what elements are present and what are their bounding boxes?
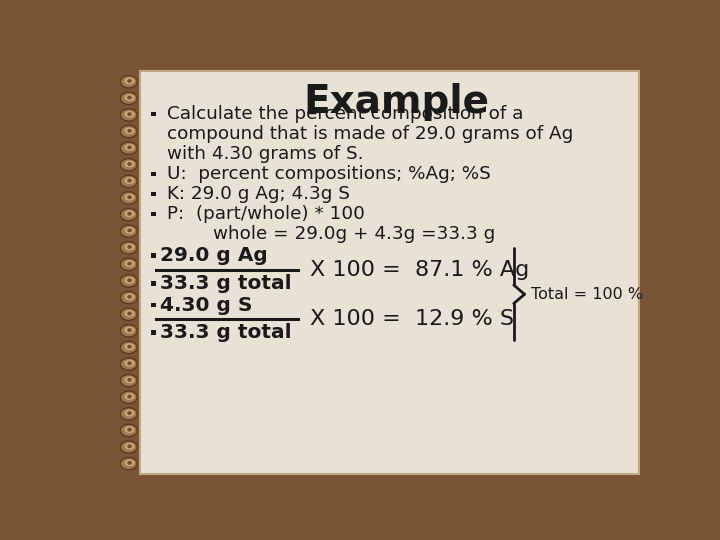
Ellipse shape [127,112,132,116]
Ellipse shape [127,195,132,199]
Ellipse shape [120,275,138,287]
Ellipse shape [125,293,135,300]
Ellipse shape [125,343,135,350]
Ellipse shape [127,361,132,365]
Ellipse shape [120,175,138,187]
Ellipse shape [125,376,135,383]
Ellipse shape [127,79,132,83]
Ellipse shape [127,428,132,431]
Ellipse shape [125,393,135,400]
Ellipse shape [120,225,138,238]
Ellipse shape [125,460,135,467]
Ellipse shape [127,461,132,465]
Ellipse shape [120,308,138,320]
Ellipse shape [127,278,132,282]
Ellipse shape [120,358,138,370]
Ellipse shape [120,109,138,121]
Ellipse shape [125,244,135,251]
Ellipse shape [125,426,135,433]
Text: Total = 100 %: Total = 100 % [531,287,643,302]
Ellipse shape [125,127,135,134]
Ellipse shape [127,295,132,299]
Ellipse shape [125,327,135,334]
Ellipse shape [120,441,138,453]
Ellipse shape [120,76,138,88]
Ellipse shape [120,92,138,105]
Bar [151,212,156,217]
Ellipse shape [120,391,138,403]
Ellipse shape [125,310,135,317]
Text: K: 29.0 g Ag; 4.3g S: K: 29.0 g Ag; 4.3g S [167,185,350,203]
Ellipse shape [125,144,135,151]
Ellipse shape [125,277,135,284]
FancyBboxPatch shape [140,71,639,475]
Ellipse shape [127,212,132,216]
Ellipse shape [120,258,138,271]
Ellipse shape [120,292,138,304]
Ellipse shape [127,262,132,266]
Ellipse shape [120,325,138,337]
Text: with 4.30 grams of S.: with 4.30 grams of S. [167,145,364,163]
Ellipse shape [127,179,132,183]
Ellipse shape [120,241,138,254]
Text: U:  percent compositions; %Ag; %S: U: percent compositions; %Ag; %S [167,165,491,183]
Ellipse shape [120,125,138,138]
Ellipse shape [127,444,132,448]
Ellipse shape [127,245,132,249]
Ellipse shape [125,227,135,234]
Ellipse shape [125,111,135,118]
Ellipse shape [120,424,138,437]
Text: 33.3 g total: 33.3 g total [160,323,291,342]
Text: 4.30 g S: 4.30 g S [160,295,252,314]
Ellipse shape [127,129,132,133]
Ellipse shape [125,260,135,267]
Ellipse shape [127,162,132,166]
Ellipse shape [125,360,135,367]
Text: P:  (part/whole) * 100: P: (part/whole) * 100 [167,205,365,223]
Ellipse shape [125,410,135,416]
Ellipse shape [120,341,138,354]
Text: compound that is made of 29.0 grams of Ag: compound that is made of 29.0 grams of A… [167,125,574,143]
Ellipse shape [125,94,135,101]
Ellipse shape [127,345,132,349]
Ellipse shape [127,328,132,332]
Ellipse shape [127,411,132,415]
Bar [151,172,156,177]
Ellipse shape [120,208,138,221]
Bar [151,330,156,335]
Ellipse shape [127,312,132,315]
Text: whole = 29.0g + 4.3g =33.3 g: whole = 29.0g + 4.3g =33.3 g [213,225,495,243]
Ellipse shape [120,159,138,171]
Ellipse shape [120,142,138,154]
Ellipse shape [120,192,138,204]
Ellipse shape [120,457,138,470]
Text: 29.0 g Ag: 29.0 g Ag [160,246,267,265]
Ellipse shape [125,443,135,450]
Ellipse shape [120,408,138,420]
Ellipse shape [127,395,132,399]
Text: Example: Example [303,83,489,120]
Bar [151,112,156,117]
Ellipse shape [125,177,135,184]
Ellipse shape [125,211,135,217]
Text: 33.3 g total: 33.3 g total [160,274,291,293]
Ellipse shape [127,145,132,150]
Ellipse shape [127,378,132,382]
Ellipse shape [125,78,135,84]
Text: Calculate the percent composition of a: Calculate the percent composition of a [167,105,523,123]
Bar [151,253,156,258]
Bar [151,303,156,307]
Text: X 100 =  87.1 % Ag: X 100 = 87.1 % Ag [310,260,529,280]
Bar [151,281,156,286]
Ellipse shape [120,374,138,387]
Ellipse shape [127,96,132,99]
Ellipse shape [127,228,132,232]
Ellipse shape [125,160,135,167]
Bar [151,192,156,197]
Ellipse shape [125,194,135,201]
Text: X 100 =  12.9 % S: X 100 = 12.9 % S [310,309,513,329]
